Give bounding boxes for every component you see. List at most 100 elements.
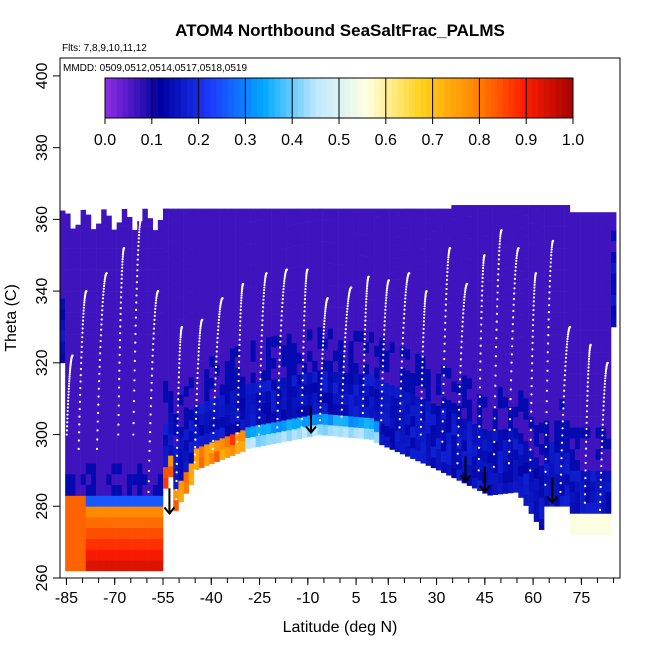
heatmap-cell <box>132 366 137 377</box>
heatmap-cell <box>86 237 91 248</box>
heatmap-cell <box>585 266 590 277</box>
track-point <box>303 335 305 337</box>
heatmap-cell <box>451 220 456 231</box>
heatmap-cell <box>178 233 183 244</box>
heatmap-cell <box>194 319 199 330</box>
track-point <box>80 356 82 358</box>
heatmap-cell <box>65 474 70 485</box>
heatmap-cell <box>101 496 106 507</box>
track-point <box>404 297 406 299</box>
track-point <box>213 410 215 412</box>
track-point <box>466 283 468 285</box>
heatmap-cell <box>168 305 173 316</box>
track-point <box>97 404 99 406</box>
heatmap-cell <box>122 442 127 453</box>
heatmap-cell <box>559 248 564 259</box>
heatmap-cell <box>477 351 482 362</box>
track-point <box>479 369 481 371</box>
heatmap-cell <box>158 259 163 270</box>
track-point <box>175 480 177 482</box>
track-point <box>283 285 285 287</box>
track-point <box>198 343 200 345</box>
heatmap-cell <box>261 413 266 424</box>
heatmap-cell <box>565 270 570 281</box>
heatmap-cell <box>354 384 359 395</box>
colorbar-swatch <box>567 78 573 118</box>
heatmap-cell <box>611 284 616 295</box>
heatmap-cell <box>111 420 116 431</box>
track-point <box>66 417 68 419</box>
heatmap-cell <box>225 372 230 383</box>
heatmap-cell <box>565 442 570 453</box>
heatmap-cell <box>235 292 240 303</box>
track-point <box>344 336 346 338</box>
heatmap-cell <box>580 438 585 449</box>
heatmap-cell <box>451 263 456 274</box>
track-point <box>101 314 103 316</box>
heatmap-cell <box>359 277 364 288</box>
heatmap-cell <box>122 560 127 571</box>
heatmap-cell <box>266 380 271 391</box>
heatmap-cell <box>245 362 250 373</box>
heatmap-cell <box>137 270 142 281</box>
heatmap-cell <box>111 259 116 270</box>
track-point <box>98 380 100 382</box>
heatmap-cell <box>323 274 328 285</box>
track-point <box>178 367 180 369</box>
heatmap-cell <box>158 237 163 248</box>
heatmap-cell <box>570 406 575 417</box>
track-point <box>259 400 261 402</box>
heatmap-cell <box>297 331 302 342</box>
heatmap-cell <box>544 205 549 216</box>
track-point <box>386 289 388 291</box>
colorbar-tick-label: 0.3 <box>234 132 256 149</box>
heatmap-cell <box>467 292 472 303</box>
heatmap-cell <box>518 293 523 304</box>
heatmap-cell <box>178 209 183 212</box>
heatmap-cell <box>493 484 498 495</box>
heatmap-cell <box>204 272 209 283</box>
track-point <box>132 433 134 435</box>
heatmap-cell <box>194 351 199 362</box>
heatmap-cell <box>580 320 585 331</box>
heatmap-cell <box>302 212 307 223</box>
heatmap-cell <box>400 282 405 293</box>
heatmap-cell <box>132 388 137 399</box>
heatmap-cell <box>487 484 492 495</box>
track-point <box>480 337 482 339</box>
heatmap-cell <box>467 346 472 357</box>
track-point <box>178 381 180 383</box>
heatmap-cell <box>606 524 611 535</box>
heatmap-cell <box>575 384 580 395</box>
heatmap-cell <box>173 338 178 349</box>
heatmap-cell <box>420 431 425 442</box>
x-axis-label: Latitude (deg N) <box>283 619 398 636</box>
heatmap-cell <box>168 391 173 402</box>
heatmap-cell <box>178 480 183 491</box>
track-point <box>101 318 103 320</box>
heatmap-cell <box>415 278 420 289</box>
track-point <box>402 337 404 339</box>
track-point <box>459 371 461 373</box>
colorbar-swatch <box>462 78 468 118</box>
heatmap-cell <box>333 318 338 329</box>
heatmap-cell <box>101 463 106 474</box>
heatmap-cell <box>312 209 317 211</box>
heatmap-cell <box>86 345 91 356</box>
colorbar-swatch <box>398 78 404 118</box>
heatmap-cell <box>281 216 286 227</box>
heatmap-cell <box>137 431 142 442</box>
heatmap-cell <box>245 438 250 449</box>
heatmap-cell <box>457 437 462 448</box>
track-point <box>99 359 101 361</box>
heatmap-cell <box>374 238 379 249</box>
heatmap-cell <box>70 259 75 270</box>
heatmap-cell <box>590 288 595 299</box>
heatmap-cell <box>359 385 364 396</box>
track-point <box>260 358 262 360</box>
track-point <box>194 453 196 455</box>
heatmap-cell <box>390 320 395 331</box>
heatmap-cell <box>111 528 116 539</box>
track-point <box>532 319 534 321</box>
heatmap-cell <box>127 291 132 302</box>
